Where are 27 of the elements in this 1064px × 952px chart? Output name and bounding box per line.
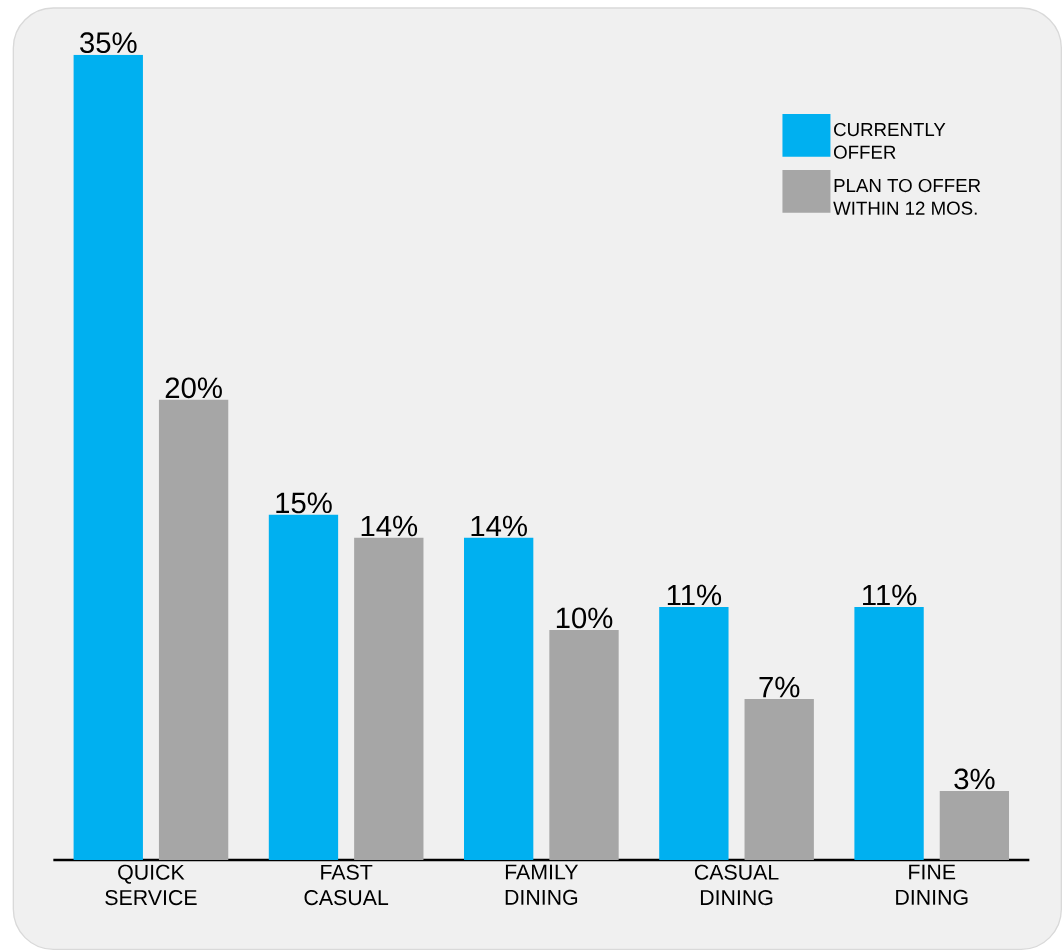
data-label: 3% [954,768,995,790]
bar [659,606,729,860]
data-label: 14% [361,515,418,537]
x-tick-label: CASUAL DINING [694,864,779,906]
bar [744,698,814,860]
bar [354,537,424,860]
data-label: 35% [80,32,137,54]
x-tick-label: FINE DINING [896,864,968,905]
data-label: 14% [471,515,527,537]
data-label: 11% [863,584,917,606]
data-label: 10% [556,607,613,629]
data-label: 7% [759,676,800,698]
bar [549,629,619,860]
x-tick-label: FAST CASUAL [304,864,389,906]
bar [268,514,339,860]
bar [464,537,534,860]
bar [854,606,924,860]
data-label: 20% [165,377,222,399]
data-label: 15% [276,492,332,514]
bar [939,790,1010,860]
legend-label: PLAN TO OFFER WITHIN 12 MOS. [833,178,981,215]
x-tick-label: QUICK SERVICE [105,864,197,906]
data-label: 11% [667,584,722,606]
bar [158,399,229,860]
legend-label: CURRENTLY OFFER [834,122,946,159]
bar [73,54,143,860]
x-tick-label: FAMILY DINING [505,864,579,905]
